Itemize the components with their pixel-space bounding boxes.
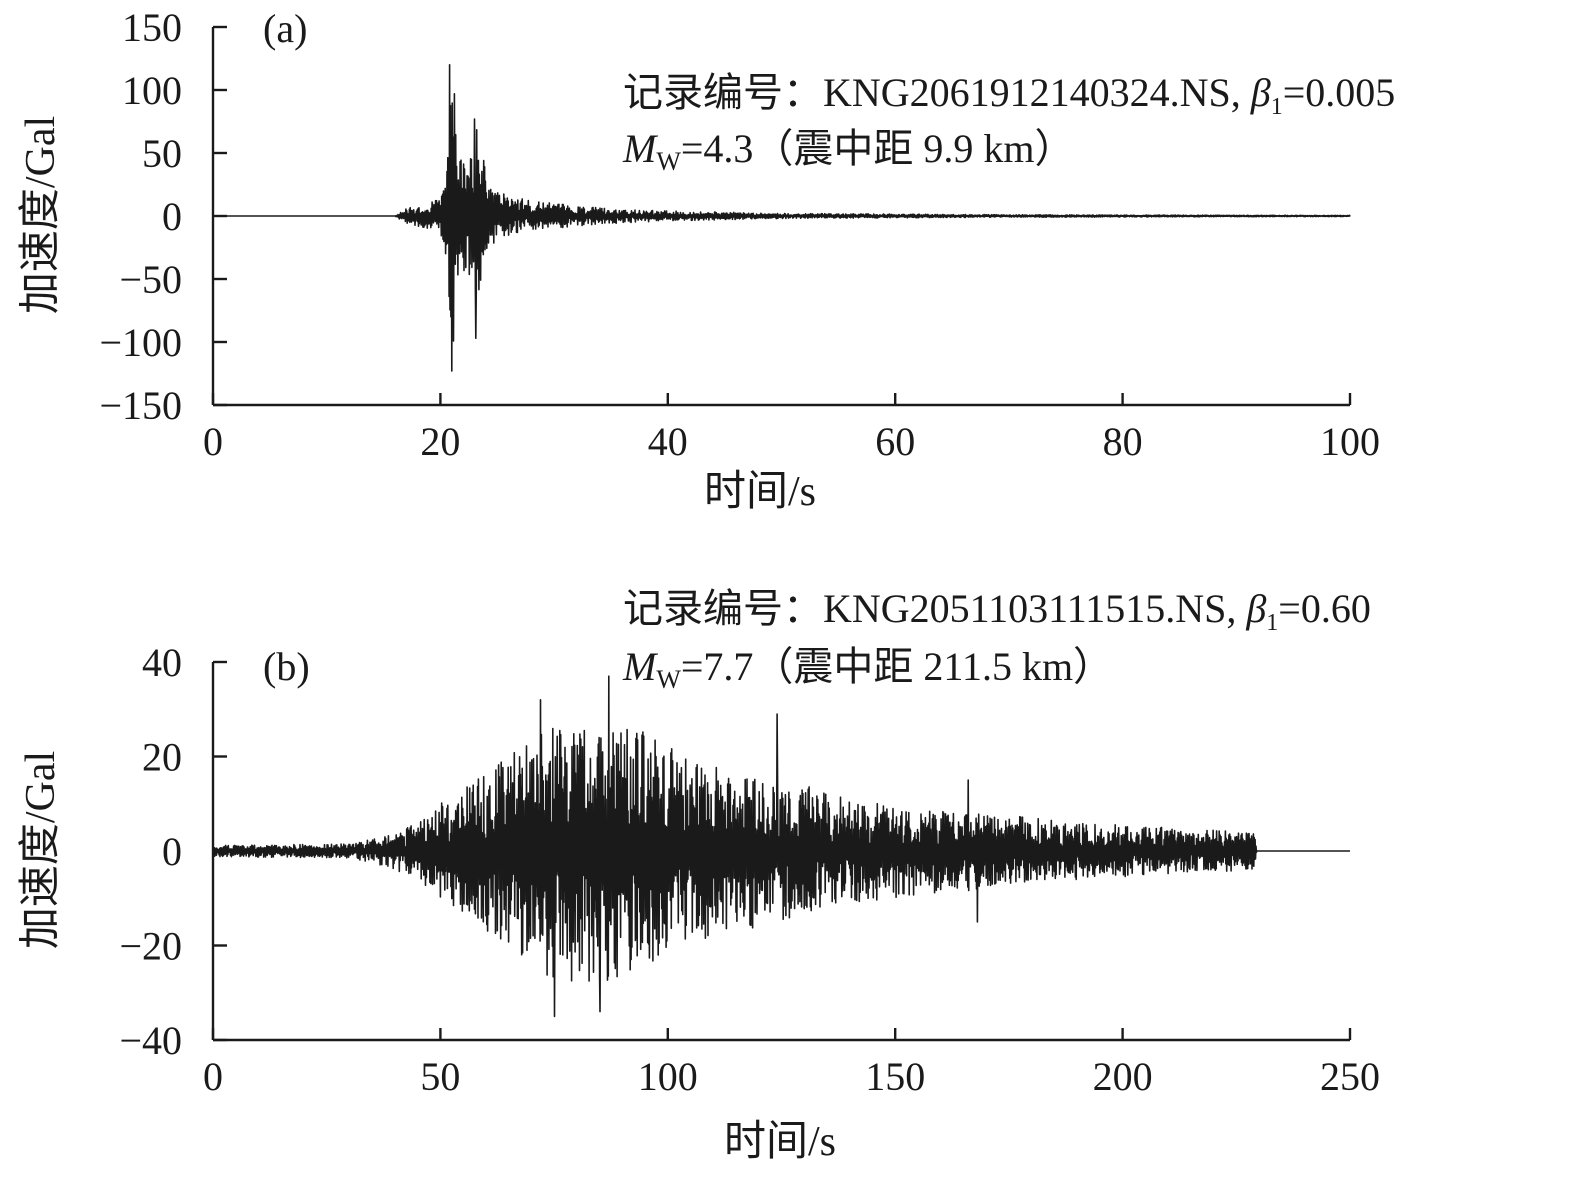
panel-b-waveform-line bbox=[212, 675, 1351, 1018]
panel-b-y-tick-label: 20 bbox=[142, 735, 182, 780]
panel-b-x-tick-label: 250 bbox=[1320, 1054, 1380, 1099]
panel-a-y-tick-label: −100 bbox=[99, 320, 182, 365]
panel-b-y-axis-title: 加速度/Gal bbox=[18, 751, 64, 949]
panel-a-y-tick-label: 150 bbox=[122, 5, 182, 50]
panel-a-x-tick-label: 40 bbox=[648, 419, 688, 464]
panel-b-annotation-line2: MW=7.7（震中距 211.5 km） bbox=[622, 644, 1113, 694]
panel-b-x-tick-label: 100 bbox=[638, 1054, 698, 1099]
panel-a-y-tick-label: −50 bbox=[119, 257, 182, 302]
panel-a-x-tick-label: 0 bbox=[203, 419, 223, 464]
panel-b-y-tick-label: 40 bbox=[142, 640, 182, 685]
panel-a-y-tick-label: 0 bbox=[162, 194, 182, 239]
panel-a-x-tick-label: 60 bbox=[875, 419, 915, 464]
panel-a-waveform-line bbox=[212, 64, 1351, 372]
panel-b-annotation-line1: 记录编号：KNG2051103111515.NS, β1=0.60 bbox=[623, 586, 1371, 636]
panel-b-x-tick-label: 0 bbox=[203, 1054, 223, 1099]
panel-a-y-axis-title: 加速度/Gal bbox=[18, 116, 64, 314]
panel-a-x-tick-label: 20 bbox=[420, 419, 460, 464]
panel-b-y-tick-label: −40 bbox=[119, 1018, 182, 1063]
panel-a-x-tick-label: 80 bbox=[1103, 419, 1143, 464]
panel-b-x-axis-title: 时间/s bbox=[724, 1119, 836, 1165]
panel-b-y-tick-label: 0 bbox=[162, 829, 182, 874]
panel-b: (b) 记录编号：KNG2051103111515.NS, β1=0.60 MW… bbox=[18, 586, 1380, 1165]
panel-b-label: (b) bbox=[263, 644, 310, 689]
panel-a: (a) 记录编号：KNG2061912140324.NS, β1=0.005 M… bbox=[18, 5, 1395, 515]
panel-b-y-tick-label: −20 bbox=[119, 924, 182, 969]
panel-b-x-tick-label: 150 bbox=[865, 1054, 925, 1099]
panel-a-x-tick-label: 100 bbox=[1320, 419, 1380, 464]
panel-a-y-tick-label: 50 bbox=[142, 131, 182, 176]
panel-b-x-tick-label: 50 bbox=[420, 1054, 460, 1099]
panel-a-label: (a) bbox=[263, 6, 307, 51]
panel-a-y-tick-label: −150 bbox=[99, 383, 182, 428]
panel-a-annotation-line1: 记录编号：KNG2061912140324.NS, β1=0.005 bbox=[623, 70, 1395, 120]
panel-a-x-axis-title: 时间/s bbox=[704, 469, 816, 515]
panel-b-x-tick-label: 200 bbox=[1093, 1054, 1153, 1099]
panel-a-annotation-line2: MW=4.3（震中距 9.9 km） bbox=[622, 126, 1075, 176]
panel-a-y-tick-label: 100 bbox=[122, 68, 182, 113]
